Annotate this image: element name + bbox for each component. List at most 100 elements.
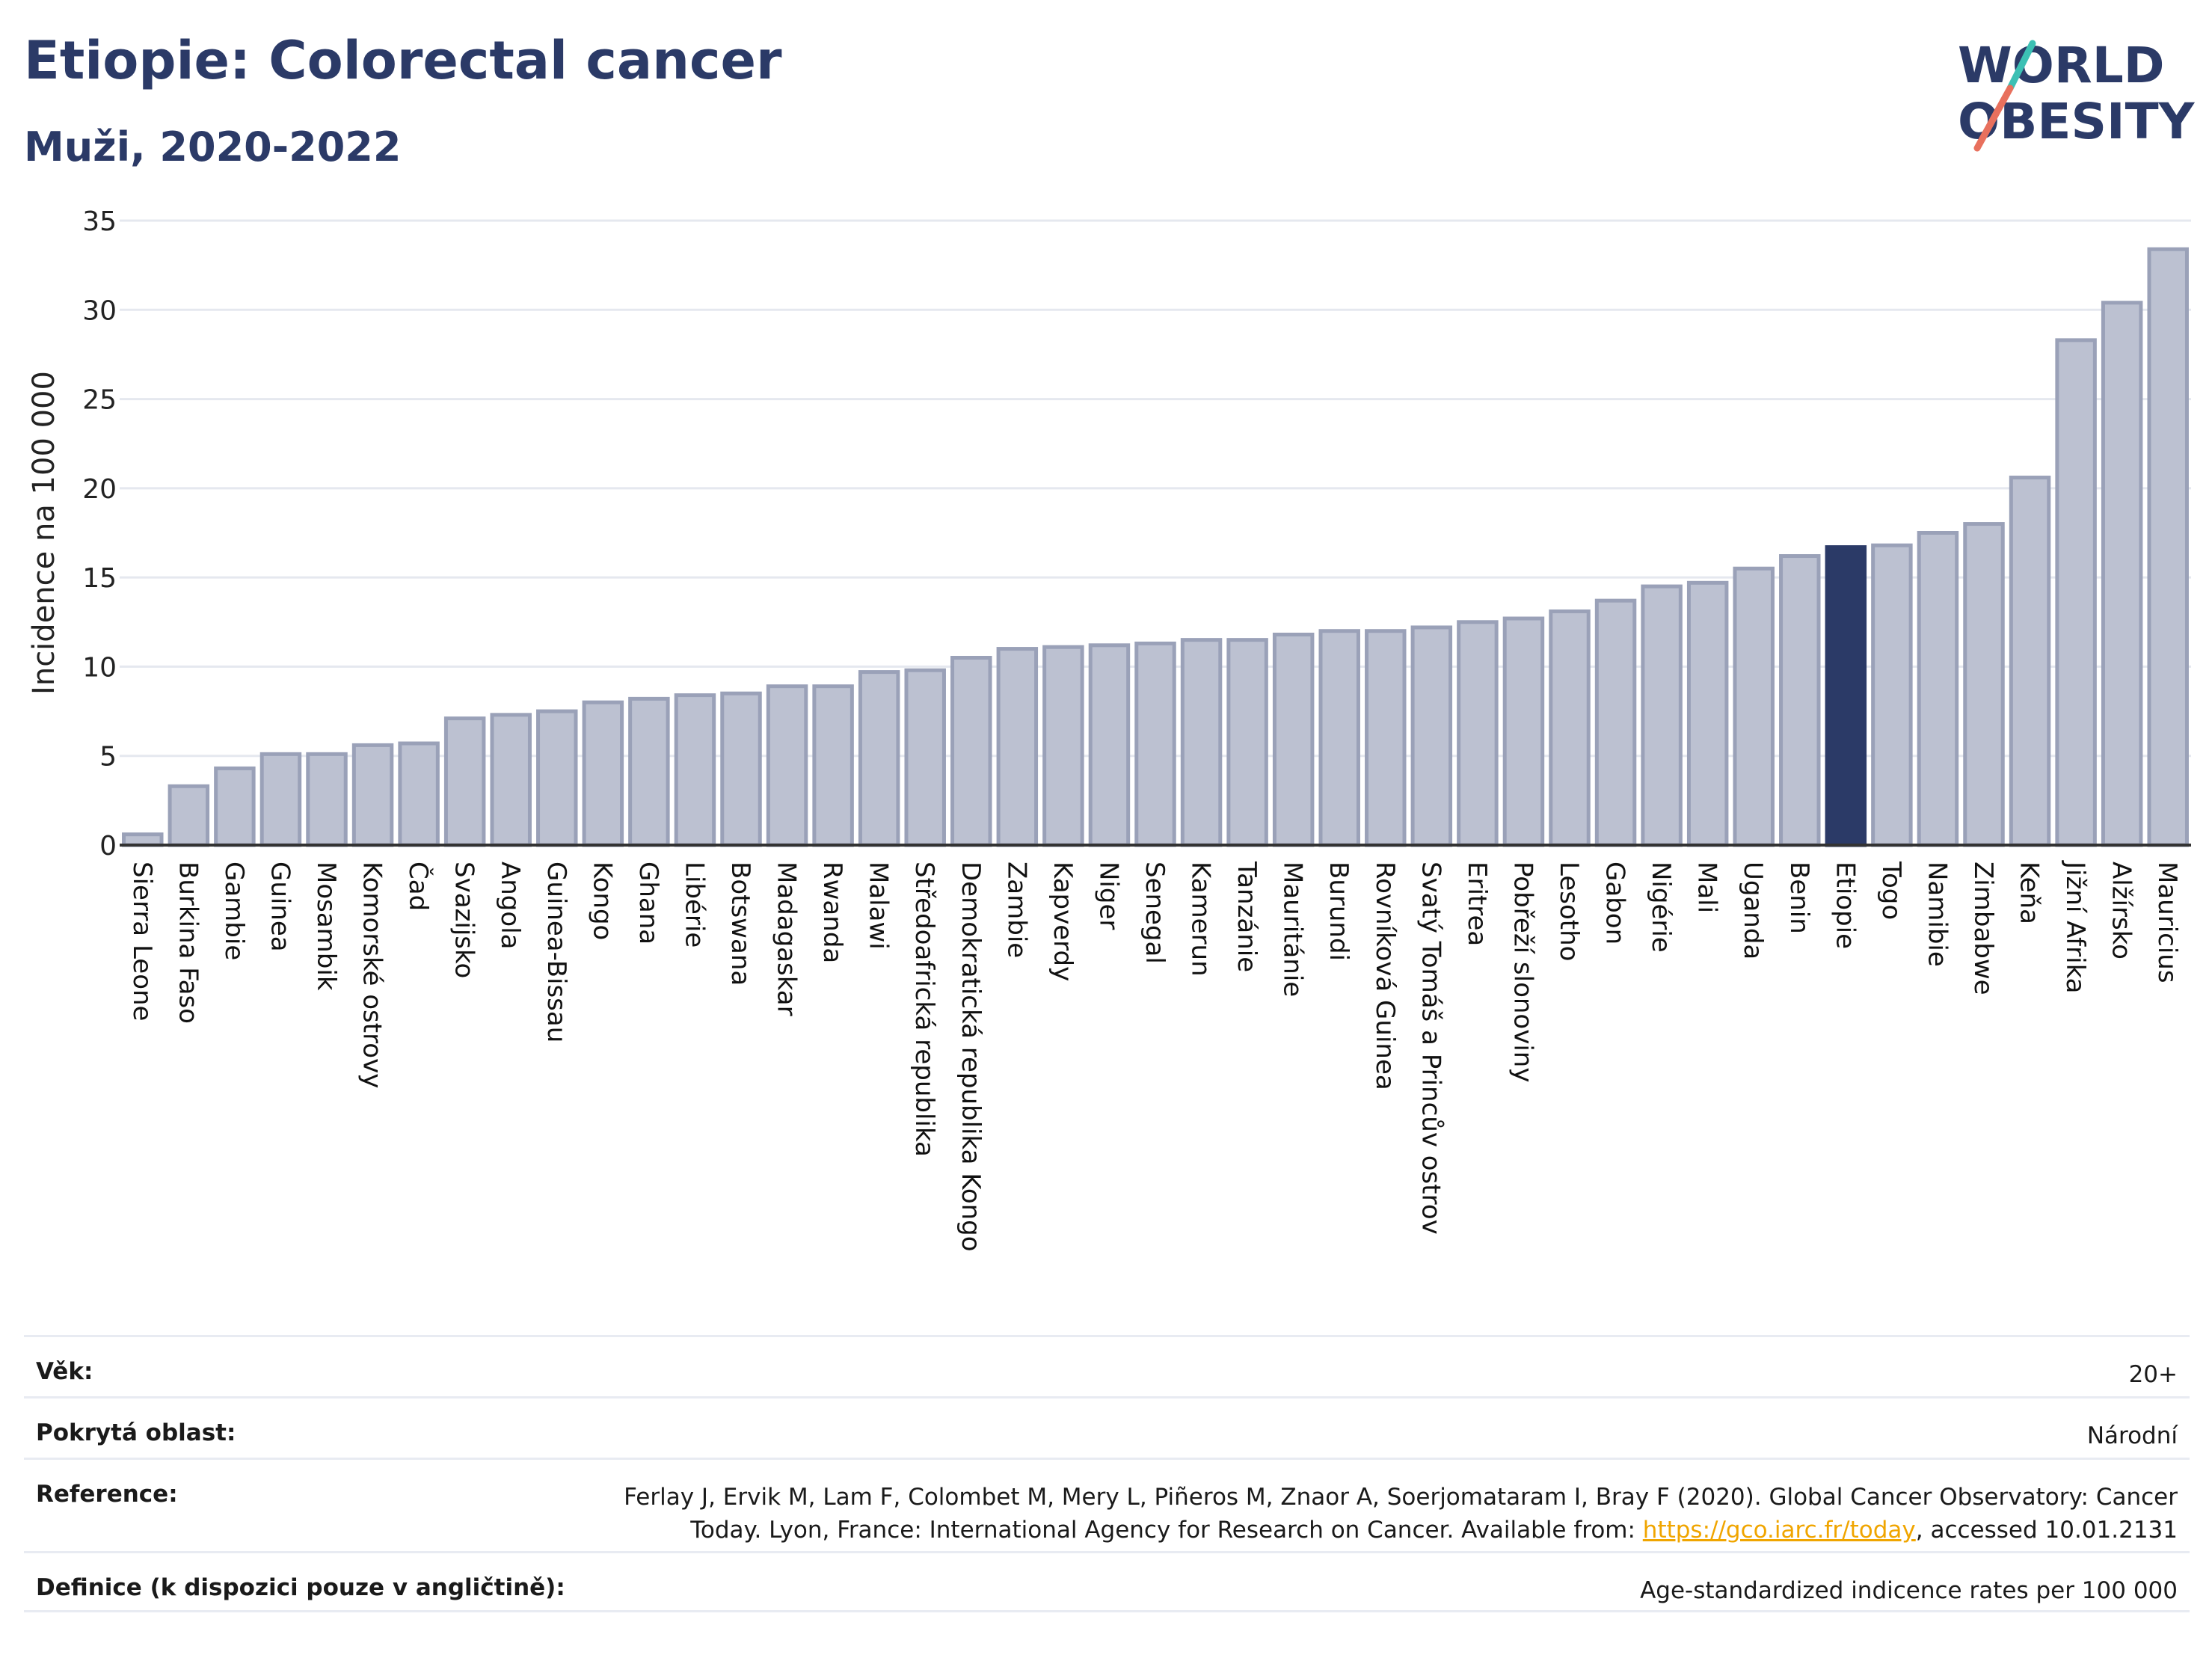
- category-label: Eritrea: [1462, 862, 1492, 946]
- bar-guinea: [259, 752, 302, 847]
- category-label: Mauritánie: [1278, 862, 1308, 997]
- reference-label: Reference:: [36, 1481, 178, 1508]
- category-labels: Sierra Leone Burkina Faso Gambie Guinea Mosa…: [127, 860, 2182, 1252]
- category-label: Gabon: [1600, 862, 1630, 945]
- category-label: Pobřeží slonoviny: [1508, 862, 1537, 1082]
- bar-zimbabwe: [1963, 522, 2005, 847]
- age-value: 20+: [2128, 1361, 2178, 1388]
- category-label: Rwanda: [817, 862, 847, 963]
- logo-slash-teal: [2006, 40, 2036, 92]
- category-label: Demokratická republika Kongo: [956, 862, 986, 1252]
- bar-mauricius: [2147, 247, 2189, 847]
- y-tick-label: 25: [82, 385, 117, 416]
- bar-zambie: [996, 647, 1039, 847]
- bar-kapverdy: [1042, 645, 1084, 847]
- y-tick-label: 20: [82, 474, 117, 505]
- bar-mosambik: [306, 752, 348, 847]
- bar-středoafrická-republika: [904, 668, 946, 847]
- info-row-age: Věk: 20+: [24, 1335, 2190, 1396]
- category-label: Benin: [1784, 862, 1814, 934]
- bar-madagaskar: [766, 684, 808, 847]
- bar-rovníková-guinea: [1365, 629, 1407, 847]
- info-row-area: Pokrytá oblast: Národní: [24, 1396, 2190, 1458]
- y-tick-label: 30: [82, 295, 117, 326]
- logo-slash-coral: [1973, 85, 2014, 152]
- bar-svatý-tomáš-a-princův-ostrov: [1410, 625, 1453, 847]
- definition-value: Age-standardized indicence rates per 100…: [1640, 1577, 2178, 1604]
- category-label: Kapverdy: [1048, 862, 1078, 981]
- bar-komorské-ostrovy: [351, 743, 394, 847]
- bar-tanzánie: [1226, 638, 1268, 847]
- bar-angola: [490, 713, 532, 847]
- area-label: Pokrytá oblast:: [36, 1419, 236, 1446]
- bar-ghana: [628, 696, 670, 847]
- category-label: Mauricius: [2152, 862, 2182, 983]
- category-label: Jižní Afrika: [2060, 860, 2090, 994]
- category-label: Niger: [1093, 862, 1123, 930]
- bar-botswana: [720, 691, 762, 847]
- bar-kongo: [582, 700, 624, 847]
- category-label: Komorské ostrovy: [357, 862, 387, 1088]
- bar-libérie: [674, 693, 716, 847]
- bar-nigérie: [1641, 584, 1683, 847]
- bar-burundi: [1318, 629, 1360, 847]
- category-label: Malawi: [864, 862, 894, 950]
- bar-demokratická-republika-kongo: [950, 656, 992, 847]
- age-label: Věk:: [36, 1358, 93, 1385]
- category-label: Uganda: [1738, 862, 1768, 959]
- reference-value: Ferlay J, Ervik M, Lam F, Colombet M, Me…: [624, 1481, 2178, 1551]
- y-tick-label: 0: [99, 831, 117, 862]
- y-tick-label: 35: [82, 206, 117, 237]
- bar-sierra-leone: [122, 832, 164, 847]
- bar-uganda: [1733, 566, 1775, 847]
- category-label: Burundi: [1324, 862, 1354, 961]
- category-label: Alžírsko: [2107, 862, 2136, 959]
- category-label: Togo: [1876, 861, 1906, 920]
- bar-senegal: [1134, 641, 1176, 847]
- bar-niger: [1088, 643, 1131, 847]
- bar-mauritánie: [1272, 632, 1315, 847]
- category-label: Namibie: [1922, 862, 1952, 967]
- bars: [122, 247, 2189, 847]
- category-label: Guinea: [265, 862, 295, 952]
- category-label: Středoafrická republika: [909, 862, 939, 1157]
- category-label: Libérie: [679, 862, 709, 948]
- info-table: Věk: 20+ Pokrytá oblast: Národní Referen…: [24, 1335, 2190, 1612]
- category-label: Lesotho: [1554, 862, 1584, 961]
- category-label: Mosambik: [311, 862, 341, 991]
- bar-chart: 0 5 10 15 20 25 30 35 Sierra Leone Burkina Faso G…: [27, 206, 2191, 1252]
- category-label: Gambie: [219, 862, 249, 960]
- bar-namibie: [1917, 531, 1959, 847]
- bar-alžírsko: [2101, 301, 2143, 847]
- bar-gabon: [1594, 598, 1637, 847]
- bar-burkina-faso: [168, 784, 210, 847]
- reference-line1: Ferlay J, Ervik M, Lam F, Colombet M, Me…: [624, 1484, 2178, 1511]
- world-obesity-logo: WORLD OBESITY: [1958, 37, 2196, 152]
- category-label: Keňa: [2015, 862, 2044, 924]
- category-label: Kamerun: [1186, 862, 1216, 977]
- bar-jižní-afrika: [2055, 338, 2097, 847]
- bar-svazijsko: [443, 716, 486, 847]
- bar-benin: [1779, 554, 1821, 847]
- reference-link[interactable]: https://gco.iarc.fr/today: [1642, 1517, 1916, 1544]
- bar-etiopie: [1825, 545, 1867, 847]
- y-tick-label: 5: [99, 742, 117, 773]
- y-tick-label: 15: [82, 563, 117, 594]
- bar-keňa: [2009, 476, 2051, 847]
- bar-mali: [1686, 580, 1729, 847]
- category-label: Ghana: [633, 862, 663, 945]
- y-tick-labels: 0 5 10 15 20 25 30 35: [82, 206, 117, 862]
- bar-guinea-bissau: [536, 709, 578, 847]
- bar-pobřeží-slonoviny: [1502, 616, 1545, 847]
- logo-line1: WORLD: [1958, 37, 2165, 94]
- category-label: Burkina Faso: [173, 862, 203, 1024]
- category-label: Guinea-Bissau: [541, 862, 571, 1043]
- definition-label: Definice (k dispozici pouze v angličtině…: [36, 1574, 565, 1601]
- chart-title: Etiopie: Colorectal cancer: [24, 30, 782, 91]
- area-value: Národní: [2086, 1422, 2178, 1449]
- info-row-reference: Reference: Ferlay J, Ervik M, Lam F, Col…: [24, 1458, 2190, 1551]
- bar-togo: [1871, 543, 1913, 847]
- bar-malawi: [858, 670, 900, 847]
- category-label: Svatý Tomáš a Princův ostrov: [1416, 862, 1446, 1235]
- bar-rwanda: [812, 684, 854, 847]
